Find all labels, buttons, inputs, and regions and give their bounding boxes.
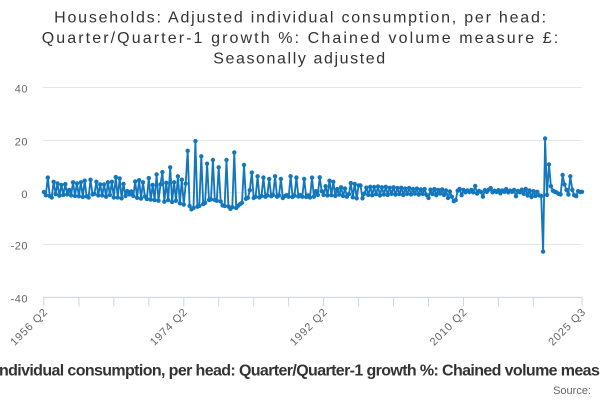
svg-text:Households: Adjusted individua: Households: Adjusted individual consumpt…	[0, 363, 600, 380]
svg-text:Seasonally adjusted: Seasonally adjusted	[213, 51, 387, 68]
svg-text:-20: -20	[11, 241, 28, 253]
svg-text:Households: Adjusted individua: Households: Adjusted individual consumpt…	[54, 9, 548, 26]
svg-text:40: 40	[15, 84, 28, 96]
svg-text:20: 20	[15, 137, 28, 149]
svg-text:Quarter/Quarter-1 growth %: Ch: Quarter/Quarter-1 growth %: Chained volu…	[42, 30, 561, 47]
svg-text:0: 0	[21, 189, 28, 201]
svg-text:Source:: Source:	[553, 385, 591, 397]
svg-text:-40: -40	[11, 293, 28, 305]
